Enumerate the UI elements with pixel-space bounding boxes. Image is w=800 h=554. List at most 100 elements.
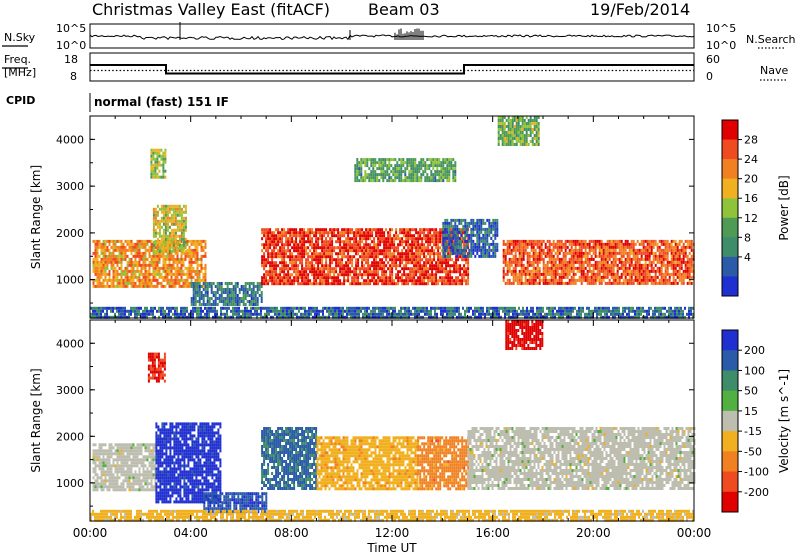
power-cell [190, 275, 193, 279]
power-cell [176, 266, 179, 270]
power-cell [463, 267, 466, 271]
power-cell [126, 309, 128, 313]
power-cell [407, 258, 410, 262]
power-cell [522, 263, 525, 267]
power-cell [538, 251, 541, 255]
power-cell [252, 282, 255, 285]
power-cell [299, 228, 302, 232]
power-cell [178, 219, 181, 223]
power-cell [265, 273, 268, 277]
power-cell [594, 248, 597, 252]
power-cell [674, 245, 677, 249]
power-cell [315, 246, 318, 250]
power-cell [281, 252, 284, 256]
power-cell [516, 257, 519, 261]
power-cell [100, 257, 103, 261]
power-cell [586, 245, 589, 249]
power-cell [598, 239, 601, 243]
power-cell [370, 170, 373, 174]
power-cell [612, 275, 615, 279]
power-cell [263, 264, 266, 268]
power-cell [408, 179, 411, 183]
power-cell [347, 246, 350, 250]
power-cell [466, 221, 469, 225]
power-cell [548, 254, 551, 258]
power-cell [178, 204, 181, 208]
power-cell [652, 251, 655, 255]
power-cell [351, 246, 354, 250]
power-cell [178, 278, 181, 282]
power-cell [405, 282, 408, 286]
power-cell [303, 234, 306, 238]
power-cell [204, 254, 207, 258]
power-cell [224, 291, 227, 294]
power-cell [353, 279, 356, 283]
power-cell [474, 221, 477, 225]
power-cell [556, 254, 559, 258]
power-cell [363, 279, 366, 283]
power-cell [434, 164, 437, 168]
power-cell [666, 278, 669, 282]
power-cell [148, 275, 151, 279]
power-cell [441, 240, 444, 244]
power-cell [356, 170, 359, 174]
power-cell [335, 279, 338, 283]
power-cell [417, 282, 420, 286]
power-cell [100, 284, 103, 288]
power-cell [134, 245, 137, 249]
power-cell [232, 297, 235, 300]
power-cell [558, 260, 561, 264]
power-cell [399, 261, 402, 265]
power-cell [327, 279, 330, 283]
power-cell [379, 237, 382, 241]
power-cell [100, 275, 103, 279]
power-cell [162, 263, 165, 267]
power-cell [400, 173, 403, 177]
power-cell [554, 281, 557, 285]
power-cell [459, 282, 462, 286]
power-cell [226, 282, 229, 285]
power-cell [295, 246, 298, 250]
power-cell [414, 176, 417, 180]
power-cell [182, 231, 185, 235]
power-cell [424, 164, 427, 168]
power-cell [224, 312, 226, 316]
power-cell [422, 170, 425, 174]
power-cell [413, 228, 416, 232]
power-cell [650, 245, 653, 249]
power-cell [202, 315, 204, 319]
power-cell [387, 255, 390, 259]
power-cell [178, 315, 180, 319]
power-cell [176, 240, 179, 244]
power-cell [100, 269, 103, 273]
power-cell [380, 161, 383, 165]
power-cell [267, 261, 270, 265]
power-cell [584, 272, 587, 276]
power-cell [429, 228, 432, 232]
power-cell [437, 243, 440, 247]
power-cell [267, 258, 270, 262]
power-cell [156, 166, 159, 170]
power-cell [367, 276, 370, 280]
power-cell [544, 281, 547, 285]
power-cell [680, 278, 683, 282]
power-cell [154, 263, 157, 267]
power-cell [384, 164, 387, 168]
power-cell [660, 275, 663, 279]
power-cell [548, 266, 551, 270]
power-cell [550, 254, 553, 258]
power-cell [373, 276, 376, 280]
power-cell [321, 270, 324, 274]
power-cell [610, 242, 613, 246]
power-cell [341, 246, 344, 250]
power-cell [437, 258, 440, 262]
power-cell [417, 249, 420, 253]
power-cell [425, 234, 428, 238]
power-cell [682, 269, 685, 273]
power-cell [315, 240, 318, 244]
power-cell [212, 303, 215, 306]
power-cell [124, 315, 126, 319]
power-cell [234, 282, 237, 285]
power-cell [628, 251, 631, 255]
power-cell [301, 258, 304, 262]
